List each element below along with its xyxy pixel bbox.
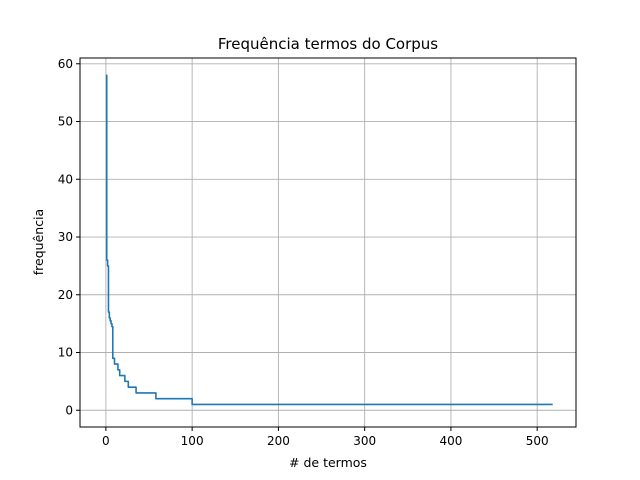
y-tick-label: 50: [58, 115, 73, 129]
grid: [80, 58, 576, 427]
y-axis-label: frequência: [31, 209, 46, 275]
x-tick-label: 0: [102, 434, 110, 448]
x-tick-label: 500: [526, 434, 549, 448]
plot-frame: [79, 57, 577, 428]
x-tick-label: 100: [181, 434, 204, 448]
x-tick-label: 200: [267, 434, 290, 448]
chart-title: Frequência termos do Corpus: [218, 35, 438, 53]
y-tick-label: 20: [58, 288, 73, 302]
y-tick-label: 0: [65, 403, 73, 417]
x-tick-label: 300: [353, 434, 376, 448]
series-line: [105, 74, 553, 406]
series-layer: [105, 74, 553, 406]
y-tick-label: 30: [58, 230, 73, 244]
x-axis-label: # de termos: [289, 455, 367, 470]
y-tick-label: 40: [58, 172, 73, 186]
y-tick-label: 60: [58, 57, 73, 71]
axis-ticks: 0 100 200 300 400 500 0 10 20 30 40 50 60: [58, 57, 549, 448]
x-tick-label: 400: [439, 434, 462, 448]
y-tick-label: 10: [58, 346, 73, 360]
